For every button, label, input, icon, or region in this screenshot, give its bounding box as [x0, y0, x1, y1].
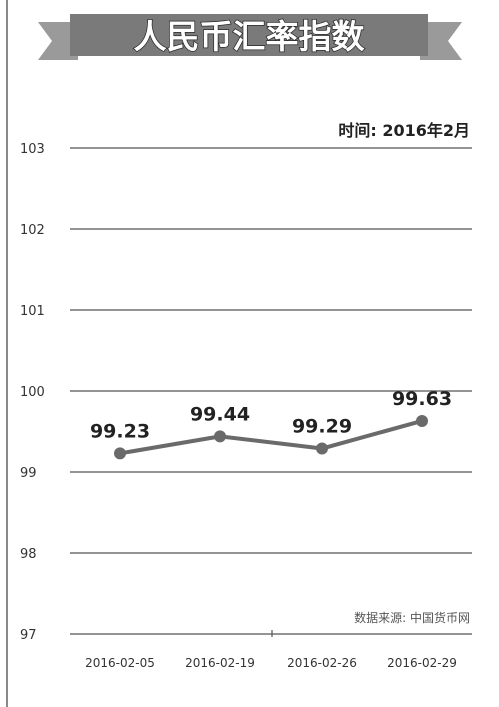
- banner-body: [70, 14, 428, 56]
- y-tick-label: 97: [20, 628, 37, 643]
- x-tick-label: 2016-02-05: [85, 656, 155, 670]
- y-tick-label: 100: [20, 385, 45, 400]
- y-tick-label: 103: [20, 142, 45, 157]
- y-axis-ticks: 103 102 101 100 99 98 97: [20, 142, 45, 643]
- data-point: [214, 430, 226, 443]
- series-line: [118, 418, 424, 456]
- left-border: [6, 0, 8, 707]
- y-tick-label: 102: [20, 223, 45, 238]
- series: [118, 418, 424, 456]
- y-tick-label: 99: [20, 466, 37, 481]
- title-banner: 人民币汇率指数: [38, 14, 462, 60]
- x-axis-ticks: 2016-02-05 2016-02-19 2016-02-26 2016-02-29: [85, 630, 457, 670]
- banner-ribbon-right: [420, 22, 462, 60]
- data-point: [114, 447, 126, 460]
- data-label: 99.44: [190, 403, 250, 425]
- data-points: [114, 414, 428, 460]
- data-labels: 99.23 99.44 99.29 99.63: [90, 388, 452, 442]
- chart-title: 人民币汇率指数: [134, 17, 366, 56]
- x-tick-label: 2016-02-19: [185, 656, 255, 670]
- data-point: [316, 442, 328, 455]
- x-tick-label: 2016-02-29: [387, 656, 457, 670]
- data-label: 99.23: [90, 420, 150, 442]
- y-tick-label: 101: [20, 304, 45, 319]
- x-tick-label: 2016-02-26: [287, 656, 357, 670]
- banner-ribbon-left: [38, 22, 78, 60]
- data-source: 数据来源: 中国货币网: [354, 610, 470, 625]
- data-label: 99.29: [292, 416, 352, 438]
- chart-subtitle: 时间: 2016年2月: [338, 121, 470, 140]
- y-tick-label: 98: [20, 547, 37, 562]
- data-point: [416, 414, 428, 427]
- data-label: 99.63: [392, 388, 452, 410]
- grid: [70, 147, 472, 635]
